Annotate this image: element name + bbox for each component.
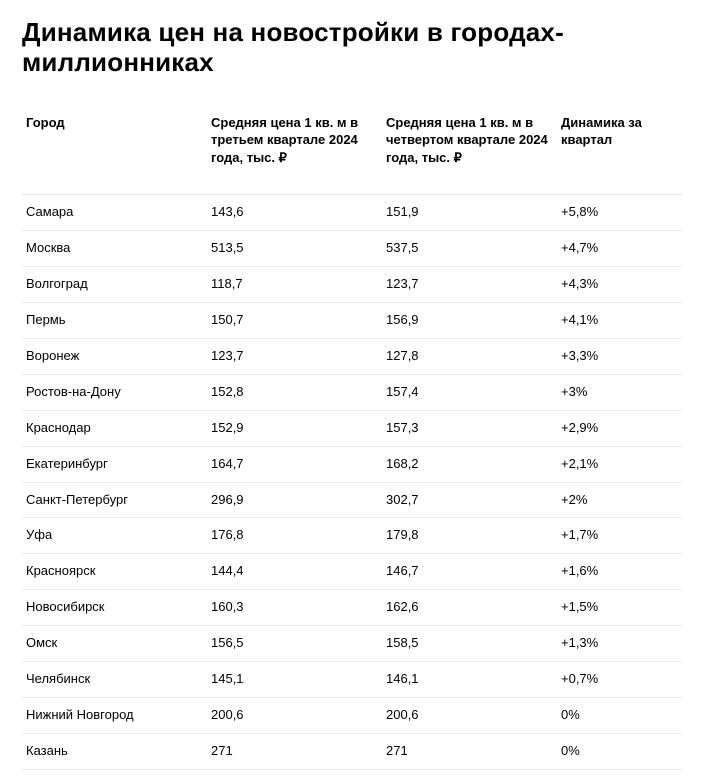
cell-dynamic: +0,7% [557, 662, 682, 698]
cell-q4: 179,8 [382, 518, 557, 554]
cell-city: Ростов-на-Дону [22, 374, 207, 410]
cell-q3: 513,5 [207, 231, 382, 267]
cell-dynamic: +3,3% [557, 338, 682, 374]
cell-q4: 158,5 [382, 626, 557, 662]
cell-q4: 168,2 [382, 446, 557, 482]
cell-city: Челябинск [22, 662, 207, 698]
cell-dynamic: 0% [557, 697, 682, 733]
cell-dynamic: +1,3% [557, 626, 682, 662]
cell-q4: 123,7 [382, 267, 557, 303]
cell-q3: 156,5 [207, 626, 382, 662]
table-row: Волгоград118,7123,7+4,3% [22, 267, 682, 303]
cell-q3: 160,3 [207, 590, 382, 626]
price-table: Город Средняя цена 1 кв. м в третьем ква… [22, 108, 682, 770]
cell-q3: 123,7 [207, 338, 382, 374]
cell-city: Красноярск [22, 554, 207, 590]
cell-q3: 271 [207, 733, 382, 769]
cell-q3: 144,4 [207, 554, 382, 590]
cell-q4: 302,7 [382, 482, 557, 518]
table-row: Санкт-Петербург296,9302,7+2% [22, 482, 682, 518]
cell-q3: 152,8 [207, 374, 382, 410]
cell-q4: 162,6 [382, 590, 557, 626]
cell-dynamic: +2% [557, 482, 682, 518]
cell-city: Уфа [22, 518, 207, 554]
cell-q4: 537,5 [382, 231, 557, 267]
table-row: Самара143,6151,9+5,8% [22, 195, 682, 231]
page-container: Динамика цен на новостройки в городах-ми… [0, 0, 704, 780]
cell-city: Санкт-Петербург [22, 482, 207, 518]
cell-q3: 176,8 [207, 518, 382, 554]
cell-q3: 200,6 [207, 697, 382, 733]
table-row: Краснодар152,9157,3+2,9% [22, 410, 682, 446]
cell-q3: 143,6 [207, 195, 382, 231]
cell-city: Самара [22, 195, 207, 231]
cell-city: Москва [22, 231, 207, 267]
cell-dynamic: +1,6% [557, 554, 682, 590]
cell-dynamic: +5,8% [557, 195, 682, 231]
table-row: Казань2712710% [22, 733, 682, 769]
cell-q4: 127,8 [382, 338, 557, 374]
cell-q3: 164,7 [207, 446, 382, 482]
cell-dynamic: +4,7% [557, 231, 682, 267]
cell-city: Воронеж [22, 338, 207, 374]
col-header-q3: Средняя цена 1 кв. м в третьем квартале … [207, 108, 382, 195]
table-row: Нижний Новгород200,6200,60% [22, 697, 682, 733]
cell-dynamic: +1,5% [557, 590, 682, 626]
table-row: Екатеринбург164,7168,2+2,1% [22, 446, 682, 482]
table-body: Самара143,6151,9+5,8%Москва513,5537,5+4,… [22, 195, 682, 769]
col-header-city: Город [22, 108, 207, 195]
cell-q3: 145,1 [207, 662, 382, 698]
cell-q3: 152,9 [207, 410, 382, 446]
cell-q4: 200,6 [382, 697, 557, 733]
cell-dynamic: +4,3% [557, 267, 682, 303]
cell-q4: 157,4 [382, 374, 557, 410]
cell-city: Казань [22, 733, 207, 769]
cell-q3: 118,7 [207, 267, 382, 303]
cell-city: Новосибирск [22, 590, 207, 626]
table-row: Москва513,5537,5+4,7% [22, 231, 682, 267]
cell-q4: 157,3 [382, 410, 557, 446]
col-header-dynamic: Динамика за квартал [557, 108, 682, 195]
cell-city: Екатеринбург [22, 446, 207, 482]
table-row: Ростов-на-Дону152,8157,4+3% [22, 374, 682, 410]
table-head: Город Средняя цена 1 кв. м в третьем ква… [22, 108, 682, 195]
page-title: Динамика цен на новостройки в городах-ми… [22, 18, 682, 78]
cell-city: Омск [22, 626, 207, 662]
cell-q4: 271 [382, 733, 557, 769]
cell-dynamic: +2,1% [557, 446, 682, 482]
cell-dynamic: +2,9% [557, 410, 682, 446]
cell-dynamic: +4,1% [557, 303, 682, 339]
cell-q4: 151,9 [382, 195, 557, 231]
table-row: Красноярск144,4146,7+1,6% [22, 554, 682, 590]
cell-q4: 146,7 [382, 554, 557, 590]
cell-q4: 146,1 [382, 662, 557, 698]
cell-q3: 150,7 [207, 303, 382, 339]
table-row: Новосибирск160,3162,6+1,5% [22, 590, 682, 626]
cell-city: Нижний Новгород [22, 697, 207, 733]
cell-city: Волгоград [22, 267, 207, 303]
table-row: Челябинск145,1146,1+0,7% [22, 662, 682, 698]
table-header-row: Город Средняя цена 1 кв. м в третьем ква… [22, 108, 682, 195]
cell-q3: 296,9 [207, 482, 382, 518]
table-row: Уфа176,8179,8+1,7% [22, 518, 682, 554]
table-row: Воронеж123,7127,8+3,3% [22, 338, 682, 374]
cell-city: Краснодар [22, 410, 207, 446]
cell-q4: 156,9 [382, 303, 557, 339]
col-header-q4: Средняя цена 1 кв. м в четвертом квартал… [382, 108, 557, 195]
table-row: Пермь150,7156,9+4,1% [22, 303, 682, 339]
cell-dynamic: +1,7% [557, 518, 682, 554]
cell-city: Пермь [22, 303, 207, 339]
cell-dynamic: +3% [557, 374, 682, 410]
cell-dynamic: 0% [557, 733, 682, 769]
table-row: Омск156,5158,5+1,3% [22, 626, 682, 662]
